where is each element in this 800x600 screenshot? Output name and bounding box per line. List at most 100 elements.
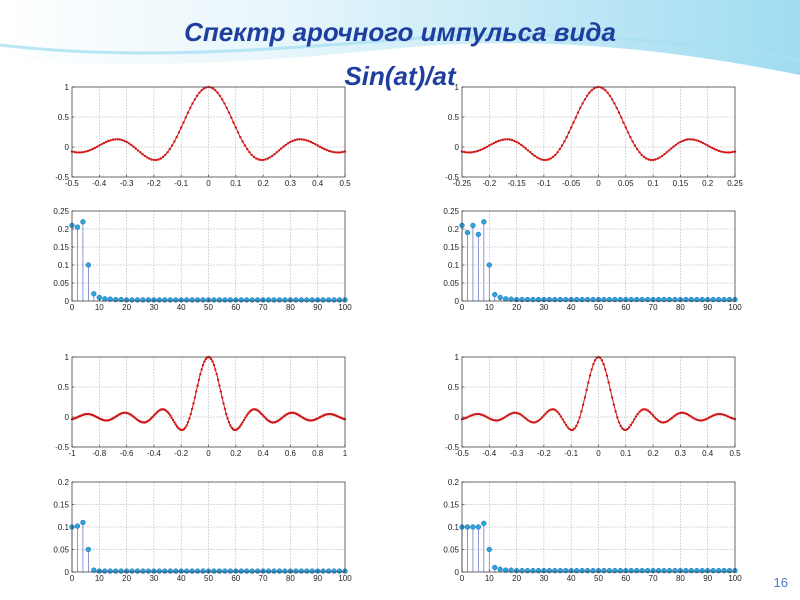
signal-point <box>648 410 651 414</box>
y-tick-label: 0.25 <box>443 207 459 216</box>
signal-point <box>655 417 658 421</box>
stem-marker <box>249 297 255 303</box>
stem-marker <box>309 297 315 303</box>
signal-point <box>611 396 614 399</box>
signal-point <box>583 396 587 399</box>
signal-point <box>619 424 622 428</box>
signal-point <box>633 418 636 421</box>
x-tick-label: 0.1 <box>230 179 242 188</box>
signal-point <box>727 151 730 154</box>
signal-point <box>195 94 199 97</box>
signal-point <box>679 140 682 144</box>
signal-point <box>545 158 548 162</box>
signal-point <box>123 139 126 143</box>
x-tick-label: 0.5 <box>729 449 741 458</box>
signal-point <box>602 363 605 366</box>
signal-point <box>218 384 221 387</box>
signal-point <box>540 158 543 161</box>
y-tick-label: 0 <box>65 297 70 306</box>
stem-marker <box>254 297 261 303</box>
signal-point <box>227 111 231 114</box>
signal-point <box>145 156 149 159</box>
stem-marker <box>497 566 503 572</box>
signal-point <box>218 94 222 97</box>
stem-marker <box>211 297 217 303</box>
signal-point <box>626 427 629 431</box>
signal-point <box>515 140 518 144</box>
signal-point <box>483 146 486 150</box>
signal-point <box>626 131 630 134</box>
signal-point <box>79 151 83 154</box>
signal-point <box>201 363 205 367</box>
stem-marker <box>189 568 195 574</box>
signal-point <box>177 131 181 134</box>
signal-point <box>715 148 718 152</box>
signal-point <box>522 145 525 148</box>
x-tick-label: -0.2 <box>537 449 551 458</box>
signal-point <box>704 143 707 146</box>
signal-point <box>581 102 584 105</box>
stem-marker <box>74 523 81 529</box>
signal-point <box>650 412 653 415</box>
signal-point <box>193 396 197 399</box>
signal-point <box>159 157 162 160</box>
signal-point <box>631 140 634 143</box>
signal-point <box>197 378 201 381</box>
signal-point <box>339 151 342 154</box>
chart-bottom-left-signal: -1 -0.8 -0.6 -0.4 -0.2 0 0.2 0.4 0.6 0.8 1 -0.5 0 0.5… <box>55 353 348 458</box>
stem-marker <box>216 297 223 303</box>
y-tick-label: 0 <box>65 413 70 422</box>
signal-point <box>298 138 301 141</box>
x-tick-label: -0.6 <box>120 449 134 458</box>
stem-marker <box>80 519 86 526</box>
signal-point <box>645 157 648 160</box>
signal-point <box>273 153 276 156</box>
y-tick-label: 0 <box>65 143 70 152</box>
signal-point <box>563 421 566 424</box>
signal-point <box>150 158 153 161</box>
signal-point <box>98 144 101 147</box>
signal-point <box>296 138 299 141</box>
signal-point <box>561 418 564 421</box>
x-tick-label: 0 <box>596 449 601 458</box>
signal-point <box>686 138 689 141</box>
x-tick-label: 0.15 <box>673 179 689 188</box>
signal-point <box>590 89 593 92</box>
x-tick-label: 0.25 <box>727 179 743 188</box>
signal-point <box>134 147 137 150</box>
signal-point <box>463 150 466 154</box>
y-tick-label: 0 <box>455 413 460 422</box>
signal-point <box>640 153 643 157</box>
stem-marker <box>475 231 482 238</box>
signal-point <box>211 360 214 363</box>
signal-point <box>592 87 596 90</box>
signal-point <box>537 419 540 422</box>
signal-point <box>174 423 177 426</box>
signal-point <box>300 138 303 141</box>
signal-point <box>669 418 672 421</box>
x-tick-label: 20 <box>122 303 131 312</box>
signal-point <box>729 151 732 154</box>
signal-point <box>166 410 169 414</box>
x-tick-label: 0 <box>460 574 465 583</box>
signal-point <box>688 138 691 141</box>
signal-point <box>574 116 577 119</box>
signal-point <box>155 158 158 162</box>
signal-point <box>620 116 623 119</box>
stem-marker <box>85 546 92 553</box>
x-tick-label: 40 <box>177 303 186 312</box>
signal-point <box>554 153 557 157</box>
signal-point <box>531 153 534 156</box>
signal-point <box>638 151 641 154</box>
x-tick-label: 50 <box>204 303 213 312</box>
signal-point <box>617 111 621 114</box>
signal-point <box>214 89 217 92</box>
signal-point <box>523 416 527 420</box>
signal-point <box>566 426 569 429</box>
x-tick-label: -1 <box>68 449 76 458</box>
signal-point <box>670 147 673 150</box>
stem-marker <box>508 567 514 573</box>
signal-point <box>182 428 186 431</box>
signal-point <box>479 148 482 152</box>
signal-point <box>731 150 734 154</box>
